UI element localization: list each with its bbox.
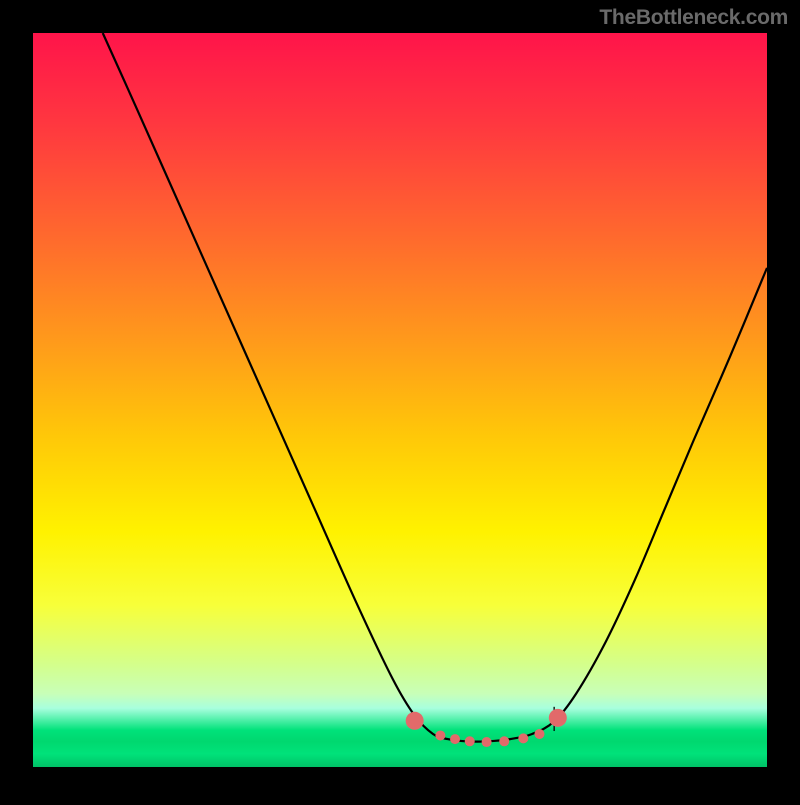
marker-point	[549, 709, 567, 727]
bottleneck-chart	[0, 0, 800, 800]
marker-point	[406, 712, 424, 730]
marker-point	[482, 737, 492, 747]
marker-point	[534, 729, 544, 739]
marker-point	[465, 736, 475, 746]
marker-point	[499, 736, 509, 746]
chart-svg	[0, 0, 800, 800]
marker-point	[518, 733, 528, 743]
plot-background	[33, 33, 767, 767]
marker-point	[450, 734, 460, 744]
watermark-text: TheBottleneck.com	[599, 6, 788, 30]
marker-point	[435, 730, 445, 740]
